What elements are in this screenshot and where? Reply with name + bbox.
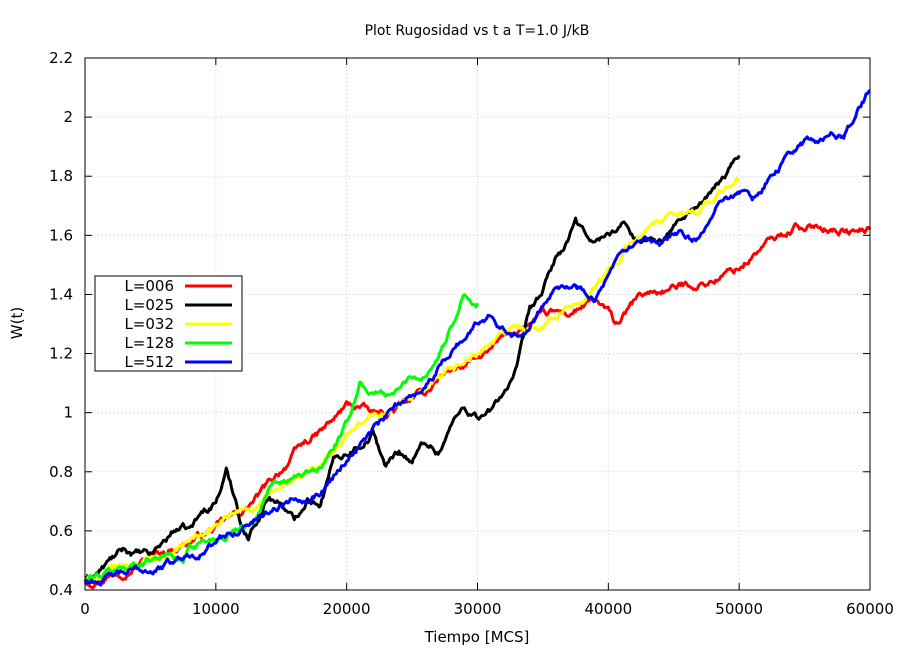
x-axis-title: Tiempo [MCS] (424, 628, 530, 646)
y-tick-label: 2.2 (49, 49, 73, 67)
legend-label: L=512 (124, 353, 174, 371)
x-tick-label: 50000 (715, 600, 763, 618)
series-line-l-128 (83, 293, 479, 583)
y-tick-label: 1 (63, 404, 73, 422)
series-layer (83, 89, 872, 590)
y-tick-label: 0.4 (49, 581, 73, 599)
x-tick-label: 10000 (192, 600, 240, 618)
x-tick-label: 20000 (323, 600, 371, 618)
legend-label: L=025 (124, 296, 174, 314)
legend-label: L=032 (124, 315, 174, 333)
y-tick-label: 1.4 (49, 285, 73, 303)
x-tick-label: 0 (80, 600, 90, 618)
ticks: 0 10000 20000 30000 40000 50000 60000 0.4 0.6 0.8… (49, 49, 894, 618)
series-line-l-025 (83, 154, 741, 583)
y-tick-label: 0.6 (49, 522, 73, 540)
x-tick-label: 40000 (584, 600, 632, 618)
legend-label: L=006 (124, 277, 174, 295)
x-tick-label: 60000 (846, 600, 894, 618)
y-axis-title: W(t) (8, 307, 26, 339)
y-tick-label: 1.6 (49, 226, 73, 244)
y-tick-label: 1.2 (49, 345, 73, 363)
y-tick-label: 0.8 (49, 463, 73, 481)
chart-title: Plot Rugosidad vs t a T=1.0 J/kB (365, 23, 590, 39)
series-line-l-032 (83, 176, 740, 583)
y-tick-label: 1.8 (49, 167, 73, 185)
y-tick-label: 2 (63, 108, 73, 126)
legend-label: L=128 (124, 334, 174, 352)
series-line-l-512 (84, 89, 871, 587)
x-tick-label: 30000 (454, 600, 502, 618)
